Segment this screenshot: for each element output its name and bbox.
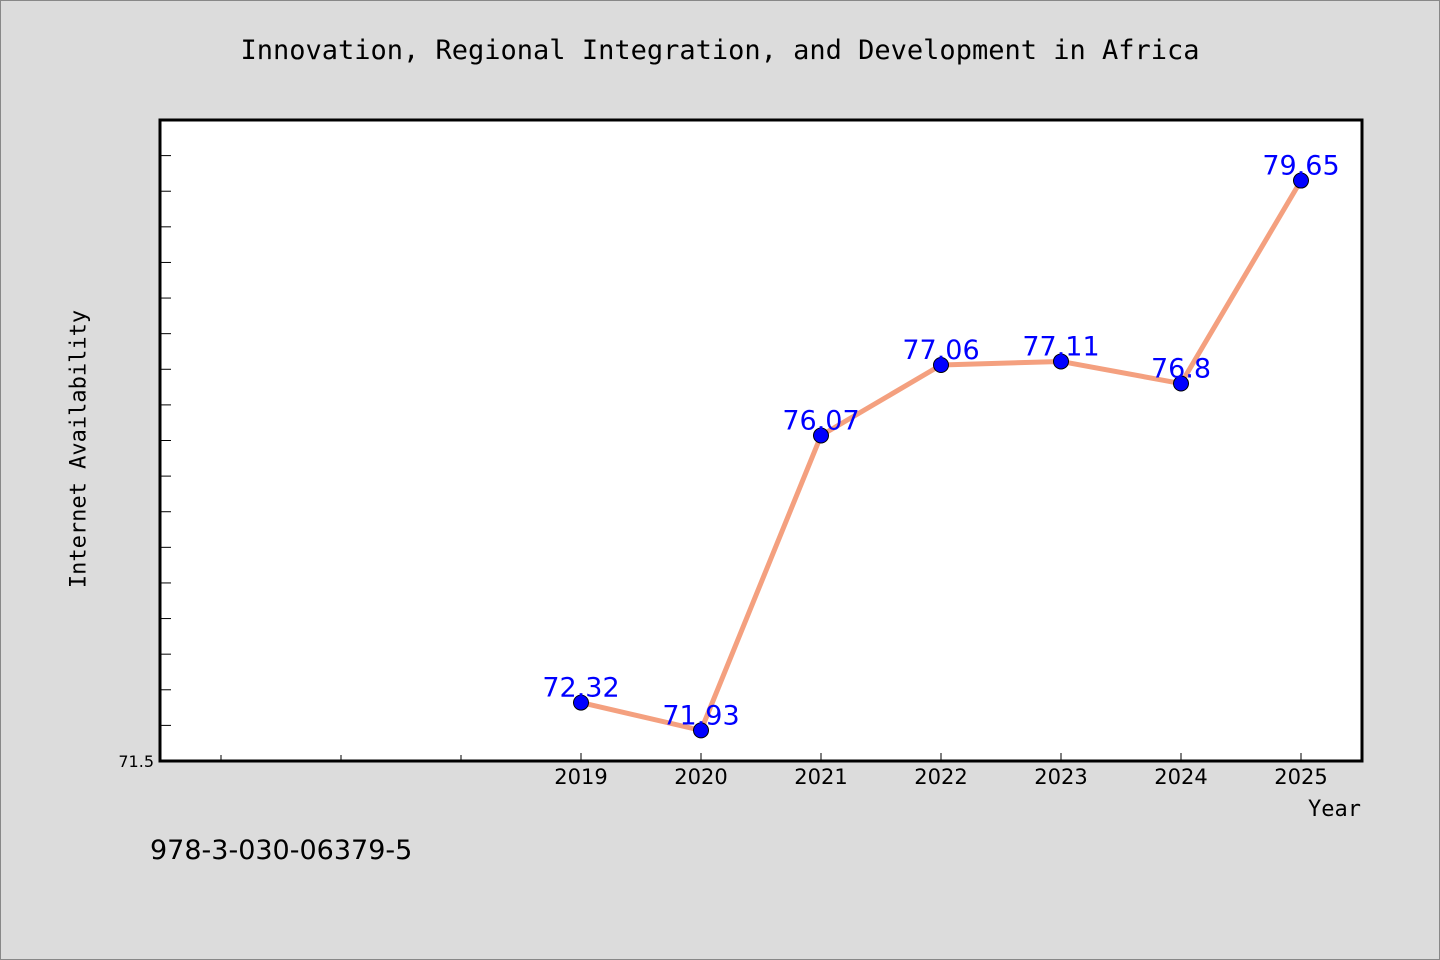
data-label: 77.06: [902, 335, 979, 366]
data-point: [1053, 353, 1069, 370]
data-label: 71.93: [662, 700, 739, 731]
data-label: 76.8: [1151, 354, 1211, 385]
data-point: [1293, 172, 1309, 189]
x-tick-label: 2021: [794, 765, 847, 789]
data-label: 79.65: [1262, 151, 1339, 182]
plot-area: [158, 118, 1364, 763]
x-axis-title: Year: [1308, 797, 1361, 822]
x-tick-label: 2022: [914, 765, 967, 789]
data-label: 76.07: [782, 406, 859, 437]
isbn-footnote: 978-3-030-06379-5: [150, 835, 413, 866]
x-tick-label: 2024: [1154, 765, 1207, 789]
x-tick-label: 2020: [674, 765, 727, 789]
x-tick-label: 2025: [1274, 765, 1327, 789]
y-axis-title: Internet Availability: [66, 309, 92, 589]
data-point: [573, 694, 589, 711]
x-tick-label: 2019: [554, 765, 607, 789]
data-point: [813, 427, 829, 444]
data-label: 72.32: [542, 673, 619, 704]
chart-title: Innovation, Regional Integration, and De…: [240, 35, 1200, 66]
data-point: [933, 357, 949, 374]
data-point: [1173, 375, 1189, 392]
x-tick-label: 2023: [1034, 765, 1087, 789]
data-point: [693, 722, 709, 739]
data-label: 77.11: [1022, 331, 1099, 362]
y-tick-label: 71.5: [118, 752, 154, 771]
